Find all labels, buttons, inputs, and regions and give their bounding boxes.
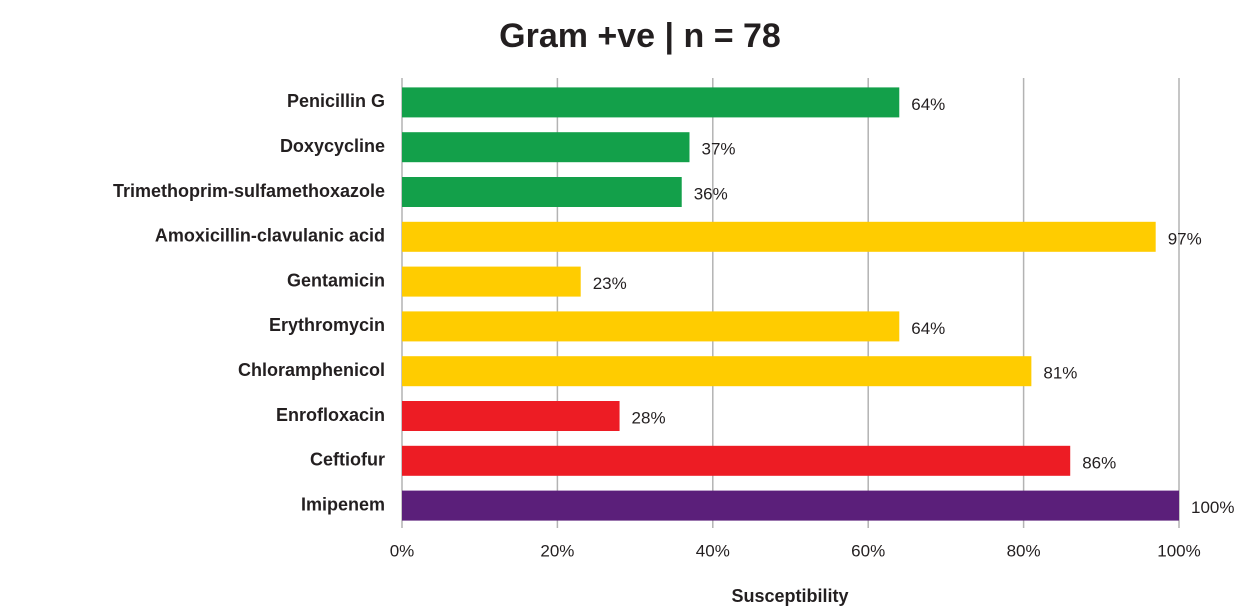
- x-axis-label: Susceptibility: [731, 586, 848, 606]
- value-label: 28%: [632, 408, 666, 427]
- bar: [402, 87, 900, 118]
- bar: [402, 177, 682, 207]
- bar: [402, 401, 620, 431]
- bar: [402, 445, 1071, 476]
- bar: [402, 490, 1179, 521]
- y-tick-label: Enrofloxacin: [276, 405, 385, 425]
- bar: [402, 132, 690, 163]
- x-tick-label: 60%: [851, 541, 885, 560]
- y-tick-label: Imipenem: [301, 494, 385, 514]
- x-tick-label: 20%: [540, 541, 574, 560]
- bar: [402, 221, 1156, 252]
- value-label: 36%: [694, 184, 728, 203]
- x-tick-label: 80%: [1007, 541, 1041, 560]
- y-tick-label: Doxycycline: [280, 136, 385, 156]
- value-label: 81%: [1043, 364, 1077, 383]
- bar: [402, 311, 900, 342]
- value-label: 97%: [1168, 229, 1202, 248]
- value-label: 64%: [911, 319, 945, 338]
- y-tick-label: Trimethoprim-sulfamethoxazole: [113, 181, 385, 201]
- value-label: 37%: [701, 140, 735, 159]
- value-label: 100%: [1191, 498, 1234, 517]
- y-tick-label: Ceftiofur: [310, 450, 385, 470]
- value-label: 64%: [911, 95, 945, 114]
- y-tick-label: Chloramphenicol: [238, 360, 385, 380]
- x-tick-label: 0%: [390, 541, 415, 560]
- y-tick-label: Penicillin G: [287, 91, 385, 111]
- y-tick-label: Gentamicin: [287, 270, 385, 290]
- value-label: 86%: [1082, 453, 1116, 472]
- x-tick-label: 100%: [1157, 541, 1200, 560]
- y-tick-label: Erythromycin: [269, 315, 385, 335]
- y-tick-label: Amoxicillin-clavulanic acid: [155, 226, 385, 246]
- bar: [402, 266, 581, 297]
- value-label: 23%: [593, 274, 627, 293]
- chart-title: Gram +ve | n = 78: [499, 17, 781, 55]
- x-tick-label: 40%: [696, 541, 730, 560]
- bar: [402, 356, 1032, 387]
